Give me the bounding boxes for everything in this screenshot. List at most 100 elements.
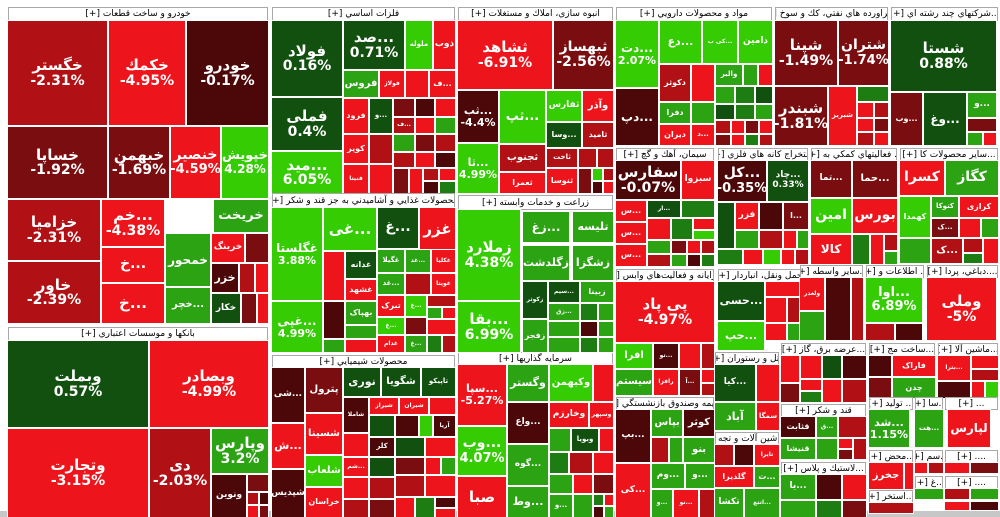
treemap-tile[interactable] — [241, 293, 257, 324]
treemap-tile[interactable] — [970, 501, 999, 511]
treemap-tile[interactable] — [981, 218, 999, 238]
treemap-tile[interactable]: ثجنوب — [499, 144, 546, 172]
treemap-tile[interactable] — [427, 295, 456, 307]
treemap-tile[interactable] — [759, 120, 773, 134]
treemap-tile[interactable] — [259, 505, 269, 517]
treemap-tile[interactable] — [687, 254, 701, 267]
treemap-tile[interactable] — [895, 323, 923, 341]
treemap-tile[interactable]: قثابت — [780, 416, 816, 438]
treemap-tile[interactable]: ...غد — [377, 273, 405, 295]
treemap-tile[interactable]: ...شی — [271, 367, 305, 423]
treemap-tile[interactable] — [247, 505, 259, 517]
treemap-tile[interactable]: وآذر — [582, 90, 614, 122]
treemap-tile[interactable]: وبویا — [571, 428, 599, 452]
treemap-tile[interactable]: ...کل -0.35% — [717, 160, 767, 202]
treemap-tile[interactable] — [783, 230, 797, 249]
treemap-tile[interactable]: رافزا — [653, 369, 679, 396]
treemap-tile[interactable]: ...غد — [405, 249, 431, 273]
treemap-tile[interactable] — [593, 452, 614, 474]
treemap-tile[interactable]: ...هت — [914, 409, 944, 448]
treemap-tile[interactable] — [759, 202, 783, 230]
treemap-tile[interactable] — [763, 249, 781, 265]
treemap-tile[interactable]: وبصادر -4.99% — [149, 340, 269, 428]
treemap-tile[interactable] — [393, 134, 415, 152]
sector-header[interactable]: ...رايانه و فعاليت‌هاي وابس [+] — [616, 269, 714, 282]
treemap-tile[interactable]: والبر — [715, 64, 743, 86]
treemap-tile[interactable] — [415, 497, 435, 517]
treemap-tile[interactable] — [765, 297, 787, 323]
treemap-tile[interactable]: ...و — [967, 92, 997, 118]
treemap-tile[interactable]: ثعمرا — [499, 172, 546, 194]
treemap-tile[interactable] — [423, 168, 439, 181]
treemap-tile[interactable] — [715, 134, 731, 146]
treemap-tile[interactable] — [868, 377, 892, 399]
treemap-tile[interactable]: غکلیا — [431, 249, 456, 273]
treemap-tile[interactable]: جخرز — [868, 462, 904, 490]
treemap-tile[interactable]: وگستر — [507, 364, 549, 402]
treemap-tile[interactable]: بپاس — [651, 409, 683, 437]
treemap-tile[interactable] — [963, 238, 983, 253]
treemap-tile[interactable] — [756, 364, 780, 402]
treemap-tile[interactable]: سمگا — [756, 402, 780, 431]
treemap-tile[interactable]: ثفارس — [546, 90, 582, 122]
treemap-tile[interactable] — [755, 104, 773, 120]
treemap-tile[interactable] — [800, 379, 822, 391]
treemap-tile[interactable] — [944, 501, 970, 511]
treemap-tile[interactable] — [691, 102, 715, 124]
treemap-tile[interactable]: تاپیکو — [421, 367, 456, 397]
treemap-tile[interactable]: افرا — [615, 343, 653, 369]
treemap-tile[interactable]: خودرو -0.17% — [186, 20, 269, 126]
sector-header[interactable]: ...ساير محصولات كا [+] — [900, 148, 998, 161]
treemap-tile[interactable] — [604, 506, 614, 517]
treemap-tile[interactable] — [395, 497, 415, 517]
treemap-tile[interactable]: ...بقا 6.99% — [457, 301, 521, 353]
treemap-tile[interactable]: خمحور — [165, 233, 211, 287]
treemap-tile[interactable] — [851, 277, 864, 341]
sector-header[interactable]: ... فعاليتهاي كمكي به [+] — [811, 148, 897, 161]
treemap-tile[interactable] — [857, 102, 874, 118]
treemap-tile[interactable] — [874, 132, 889, 146]
treemap-tile[interactable] — [983, 132, 997, 146]
treemap-tile[interactable] — [884, 251, 898, 265]
treemap-tile[interactable] — [759, 134, 773, 146]
treemap-tile[interactable] — [255, 263, 269, 293]
treemap-tile[interactable] — [967, 118, 997, 132]
treemap-tile[interactable] — [395, 415, 419, 437]
treemap-tile[interactable]: ...غ — [405, 335, 427, 353]
treemap-tile[interactable] — [983, 238, 999, 264]
treemap-tile[interactable]: ذوب — [433, 20, 456, 70]
treemap-tile[interactable]: ...ف — [393, 117, 415, 134]
treemap-tile[interactable] — [838, 449, 853, 460]
treemap-tile[interactable] — [651, 437, 669, 463]
treemap-tile[interactable] — [592, 168, 603, 181]
treemap-tile[interactable]: تکشا — [714, 488, 744, 517]
treemap-tile[interactable] — [415, 152, 435, 168]
treemap-tile[interactable]: شپدیس — [271, 469, 305, 517]
treemap-tile[interactable]: شپنا -1.49% — [774, 20, 838, 86]
treemap-tile[interactable] — [899, 238, 931, 264]
sector-header[interactable]: قند و شكر [+] — [781, 404, 866, 417]
treemap-tile[interactable] — [914, 488, 944, 500]
treemap-tile[interactable] — [395, 437, 425, 457]
treemap-tile[interactable] — [604, 494, 614, 506]
treemap-tile[interactable] — [944, 488, 970, 500]
treemap-tile[interactable]: ...ک — [931, 218, 959, 238]
treemap-tile[interactable]: ...غ — [377, 317, 405, 335]
treemap-tile[interactable]: ...کی — [615, 463, 651, 517]
treemap-tile[interactable] — [681, 200, 715, 218]
treemap-tile[interactable] — [715, 120, 731, 134]
treemap-tile[interactable]: خكمك -4.95% — [108, 20, 186, 126]
treemap-tile[interactable]: ...غپی 4.99% — [271, 301, 323, 353]
treemap-tile[interactable] — [743, 64, 758, 86]
treemap-tile[interactable]: ونوین — [211, 474, 247, 517]
treemap-tile[interactable] — [731, 120, 745, 134]
treemap-tile[interactable] — [745, 134, 759, 146]
treemap-tile[interactable] — [247, 492, 259, 505]
treemap-tile[interactable] — [247, 474, 269, 492]
treemap-tile[interactable]: ...شد 1.15% — [868, 409, 910, 448]
treemap-tile[interactable] — [687, 240, 701, 254]
treemap-tile[interactable] — [435, 152, 456, 168]
treemap-tile[interactable] — [970, 488, 999, 500]
treemap-tile[interactable] — [435, 117, 456, 134]
treemap-tile[interactable] — [985, 381, 999, 399]
